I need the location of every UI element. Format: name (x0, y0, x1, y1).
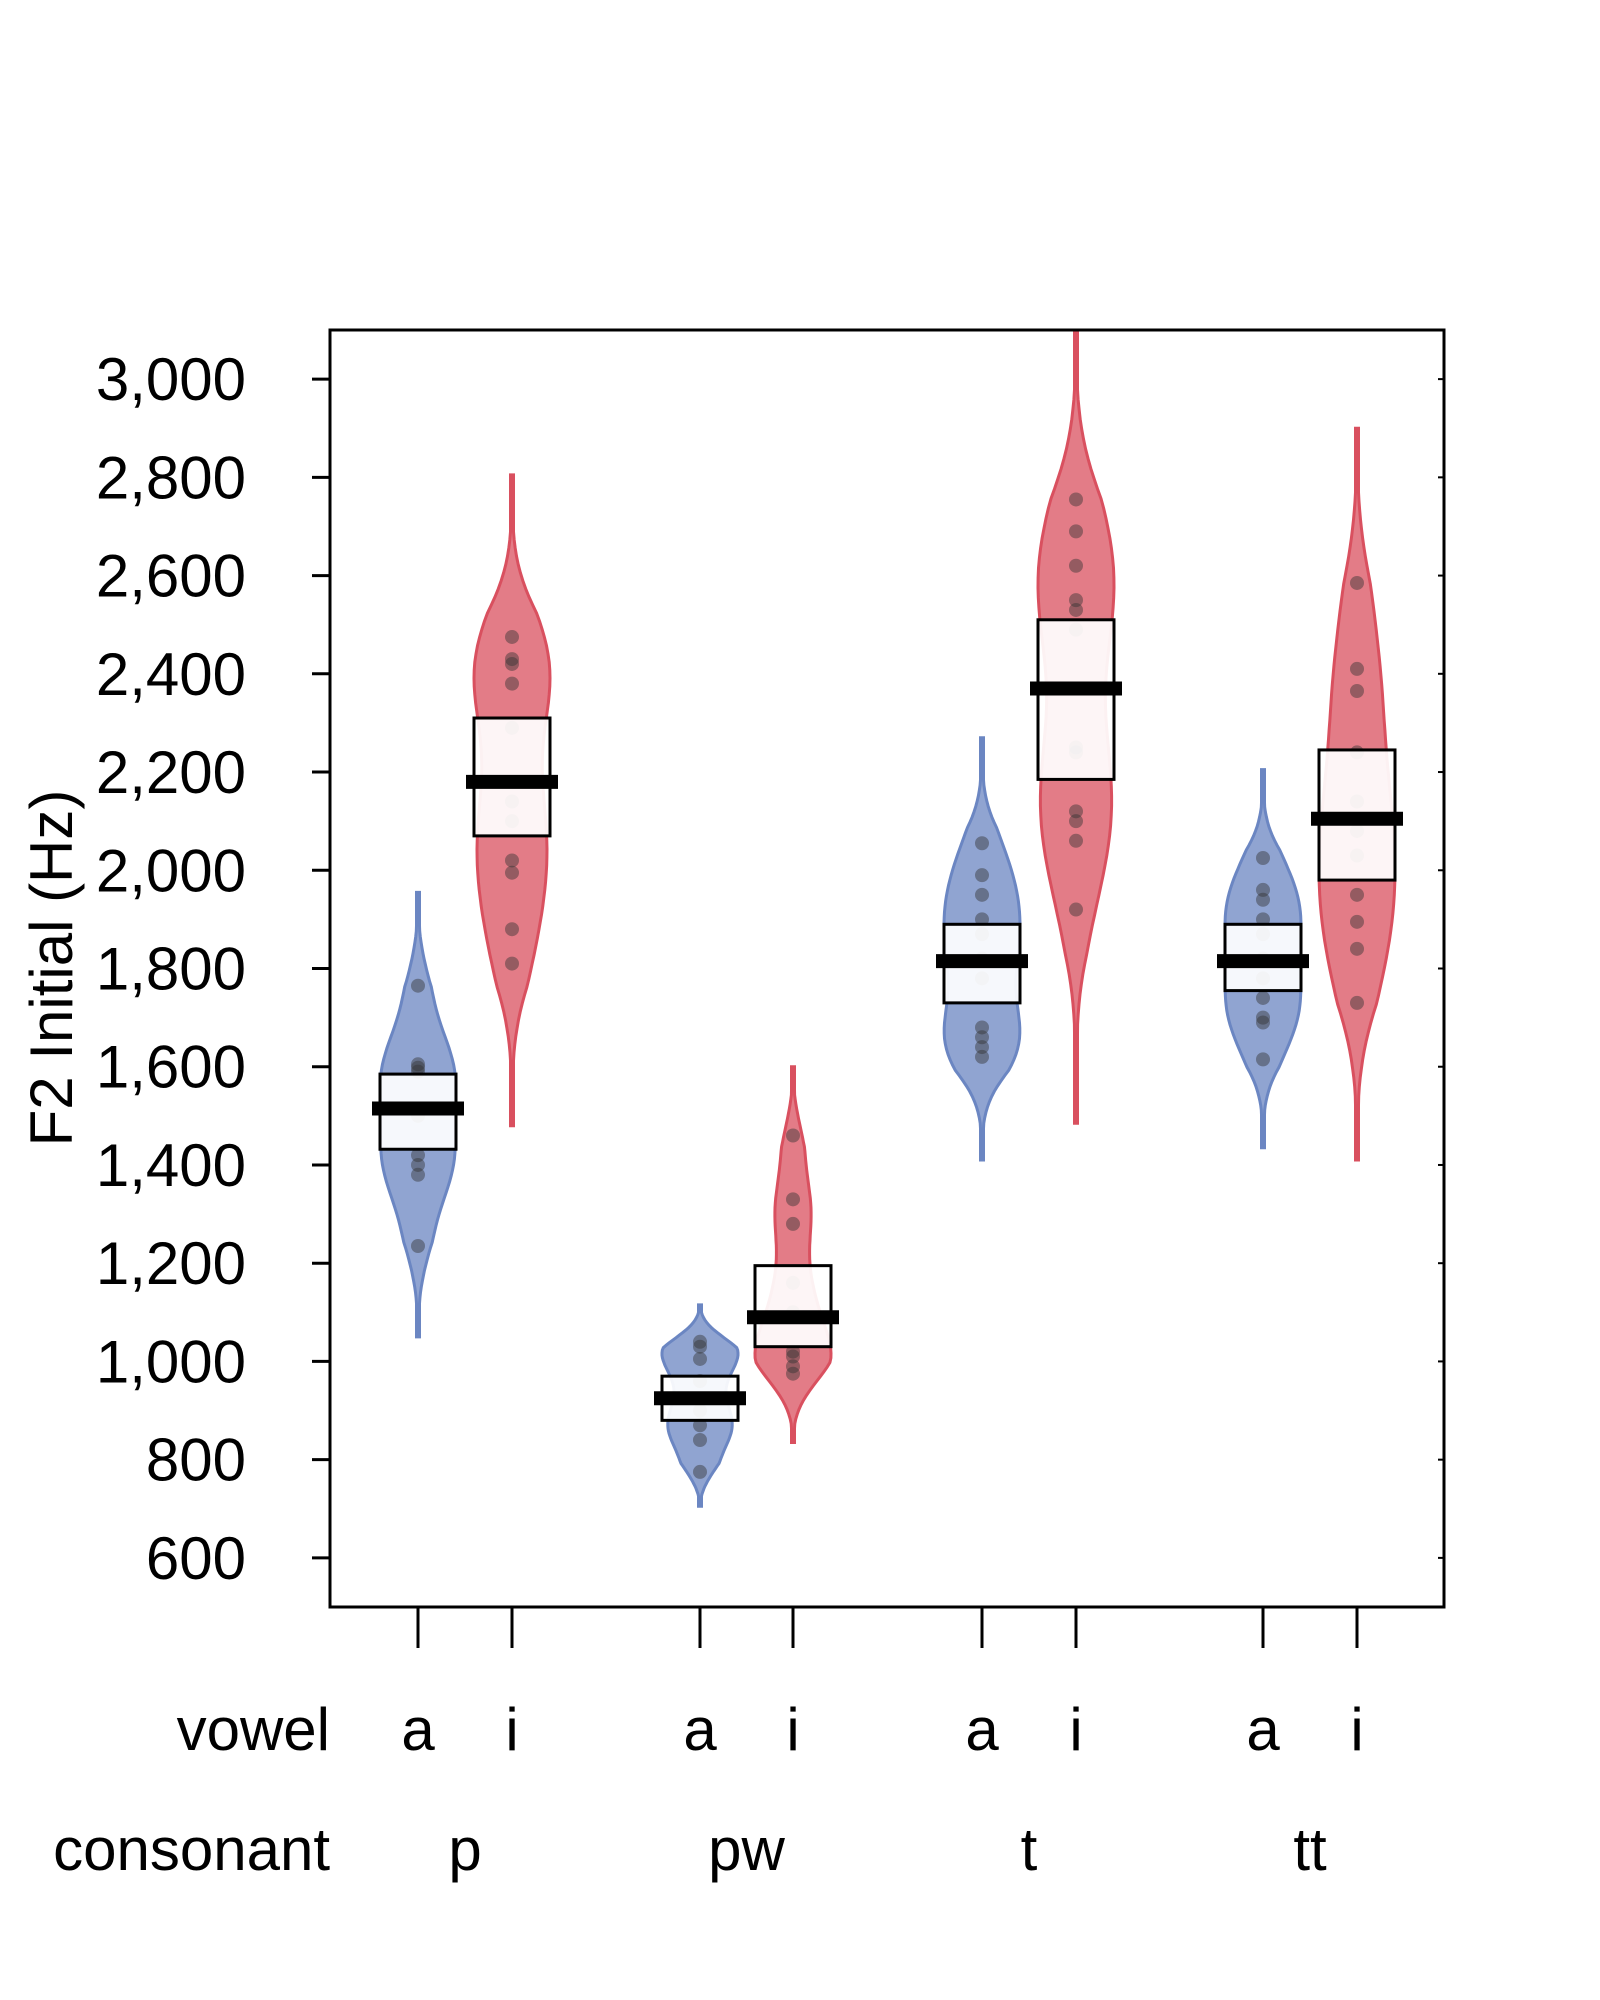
data-point (411, 1167, 425, 1182)
data-point (505, 853, 519, 868)
data-point (1350, 683, 1364, 698)
data-point (1350, 914, 1364, 929)
y-tick-label: 1,400 (96, 1132, 246, 1199)
data-point (505, 629, 519, 644)
data-point (411, 1239, 425, 1254)
data-point (411, 1157, 425, 1172)
data-point (786, 1128, 800, 1143)
data-point (786, 1216, 800, 1231)
consonant-label: tt (1293, 1816, 1327, 1883)
data-point (975, 836, 989, 851)
vowel-label: i (786, 1696, 799, 1763)
y-tick-label: 2,000 (96, 837, 246, 904)
data-point (975, 868, 989, 883)
data-point (1069, 593, 1083, 608)
vowel-label: i (1069, 1696, 1082, 1763)
data-point (1256, 1052, 1270, 1067)
y-tick-label: 2,800 (96, 444, 246, 511)
data-point (1256, 1015, 1270, 1030)
data-point (1069, 492, 1083, 507)
y-tick-label: 2,200 (96, 739, 246, 806)
data-point (693, 1334, 707, 1349)
data-point (505, 865, 519, 880)
data-point (975, 1030, 989, 1045)
consonant-label: p (448, 1816, 481, 1883)
data-point (1256, 1010, 1270, 1025)
y-axis-title: F2 Initial (Hz) (18, 790, 85, 1147)
data-point (786, 1366, 800, 1381)
data-point (1069, 814, 1083, 829)
y-tick-label: 1,600 (96, 1034, 246, 1101)
data-point (1256, 882, 1270, 897)
data-point (975, 1040, 989, 1055)
violin-layer (372, 328, 1403, 1508)
data-point (1350, 995, 1364, 1010)
data-point (1256, 990, 1270, 1005)
data-point (1350, 661, 1364, 676)
ci-box (753, 1264, 833, 1349)
data-point (1350, 941, 1364, 956)
vowel-label: i (505, 1696, 518, 1763)
vowel-label: a (965, 1696, 999, 1763)
data-point (411, 1057, 425, 1072)
vowel-row-label: vowel (177, 1696, 330, 1763)
vowel-label: a (1246, 1696, 1280, 1763)
y-tick-label: 2,400 (96, 641, 246, 708)
data-point (975, 1020, 989, 1035)
data-point (411, 1148, 425, 1163)
data-point (411, 978, 425, 993)
data-point (1069, 602, 1083, 617)
data-point (505, 922, 519, 937)
y-tick-label: 800 (146, 1427, 246, 1494)
data-point (505, 676, 519, 691)
violin-pw-i (753, 1065, 833, 1444)
vowel-label: i (1350, 1696, 1363, 1763)
data-point (1256, 892, 1270, 907)
data-point (1069, 833, 1083, 848)
data-point (693, 1339, 707, 1354)
data-point (1069, 558, 1083, 573)
x-axis: p pw t tta i a i a i a i (401, 1607, 1364, 1883)
data-point (786, 1359, 800, 1374)
consonant-label: pw (708, 1816, 785, 1883)
data-point (786, 1192, 800, 1207)
consonant-label: t (1021, 1816, 1038, 1883)
data-point (505, 652, 519, 667)
y-tick-label: 3,000 (96, 346, 246, 413)
data-point (693, 1351, 707, 1366)
vowel-label: a (401, 1696, 435, 1763)
data-point (1256, 850, 1270, 865)
data-point (505, 656, 519, 671)
data-point (1350, 887, 1364, 902)
data-point (1069, 524, 1083, 539)
y-tick-label: 1,200 (96, 1230, 246, 1297)
data-point (1069, 804, 1083, 819)
vowel-label: a (683, 1696, 717, 1763)
data-point (505, 956, 519, 971)
y-tick-label: 1,800 (96, 936, 246, 1003)
data-point (975, 1049, 989, 1064)
ci-box (1036, 618, 1116, 781)
data-point (693, 1433, 707, 1448)
data-point (786, 1349, 800, 1364)
data-point (693, 1464, 707, 1479)
data-point (1350, 575, 1364, 590)
consonant-row-label: consonant (53, 1816, 330, 1883)
y-tick-label: 1,000 (96, 1328, 246, 1395)
data-point (411, 1060, 425, 1075)
data-point (975, 887, 989, 902)
y-tick-label: 600 (146, 1525, 246, 1592)
y-tick-label: 2,600 (96, 543, 246, 610)
data-point (1069, 902, 1083, 917)
y-axis: 600 800 1,000 1,200 1,400 1,600 1,800 2,000 2,20… (96, 346, 1444, 1592)
